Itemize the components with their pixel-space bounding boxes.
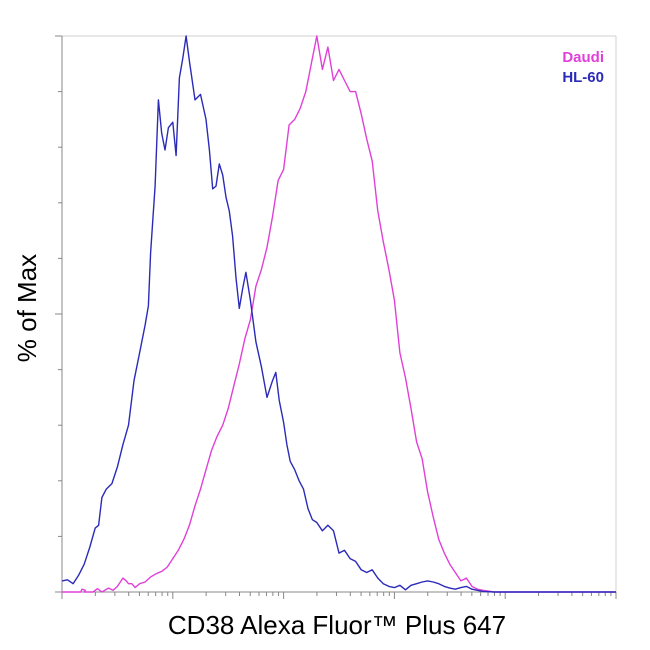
- legend-entry-hl60: HL-60: [562, 69, 604, 86]
- series-line-daudi: [62, 35, 616, 593]
- y-axis-title: % of Max: [12, 254, 42, 362]
- x-axis-title: CD38 Alexa Fluor™ Plus 647: [168, 610, 506, 640]
- legend-entry-daudi: Daudi: [562, 49, 604, 66]
- series-line-hl-60: [61, 35, 616, 593]
